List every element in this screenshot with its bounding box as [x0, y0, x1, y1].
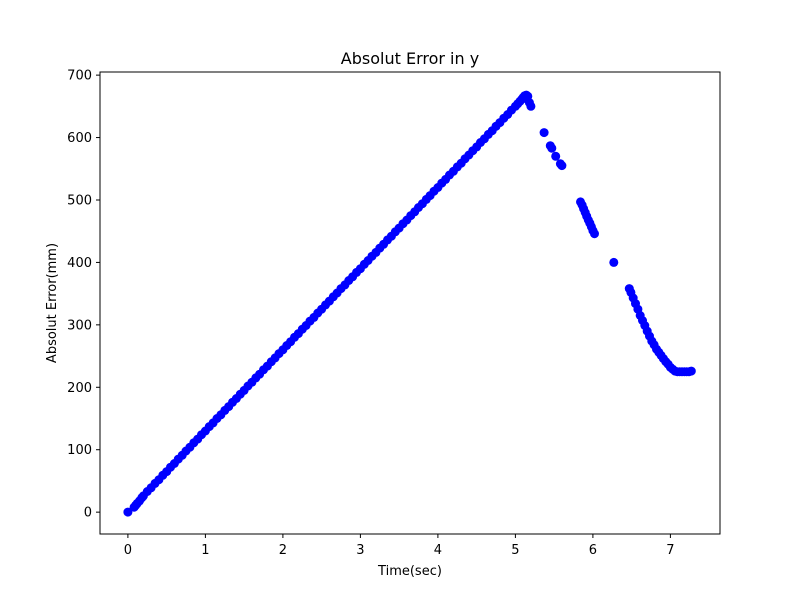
x-tick-label: 0	[124, 543, 132, 558]
data-point	[590, 229, 599, 239]
y-tick-label: 600	[67, 131, 92, 146]
data-point	[539, 128, 549, 138]
data-point	[547, 143, 557, 153]
data-point	[551, 151, 561, 161]
data-point	[526, 101, 536, 111]
plot-area	[99, 71, 721, 535]
x-axis-label: Time(sec)	[377, 564, 442, 579]
data-point	[686, 366, 696, 376]
x-tick-label: 7	[666, 543, 674, 558]
y-axis: 0 100 200 300 400 500 600 700	[67, 69, 100, 521]
x-tick-label: 6	[589, 543, 597, 558]
chart-title: Absolut Error in y	[341, 49, 479, 68]
y-tick-label: 400	[67, 256, 92, 271]
data-point	[123, 507, 133, 517]
x-tick-label: 5	[511, 543, 519, 558]
y-tick-label: 0	[84, 506, 92, 521]
plot-frame	[99, 71, 721, 535]
y-tick-label: 200	[67, 381, 92, 396]
y-tick-label: 700	[67, 69, 92, 84]
x-tick-label: 1	[201, 543, 209, 558]
y-tick-label: 500	[67, 193, 92, 208]
y-tick-label: 100	[67, 443, 92, 458]
x-tick-label: 3	[356, 543, 364, 558]
x-tick-label: 4	[434, 543, 442, 558]
data-point	[609, 257, 619, 267]
data-point	[557, 161, 567, 171]
x-axis: 0 1 2 3 4 5 6 7	[124, 534, 675, 558]
y-tick-label: 300	[67, 318, 92, 333]
x-tick-label: 2	[279, 543, 287, 558]
data-points	[123, 90, 696, 517]
y-axis-label: Absolut Error(mm)	[45, 243, 60, 363]
